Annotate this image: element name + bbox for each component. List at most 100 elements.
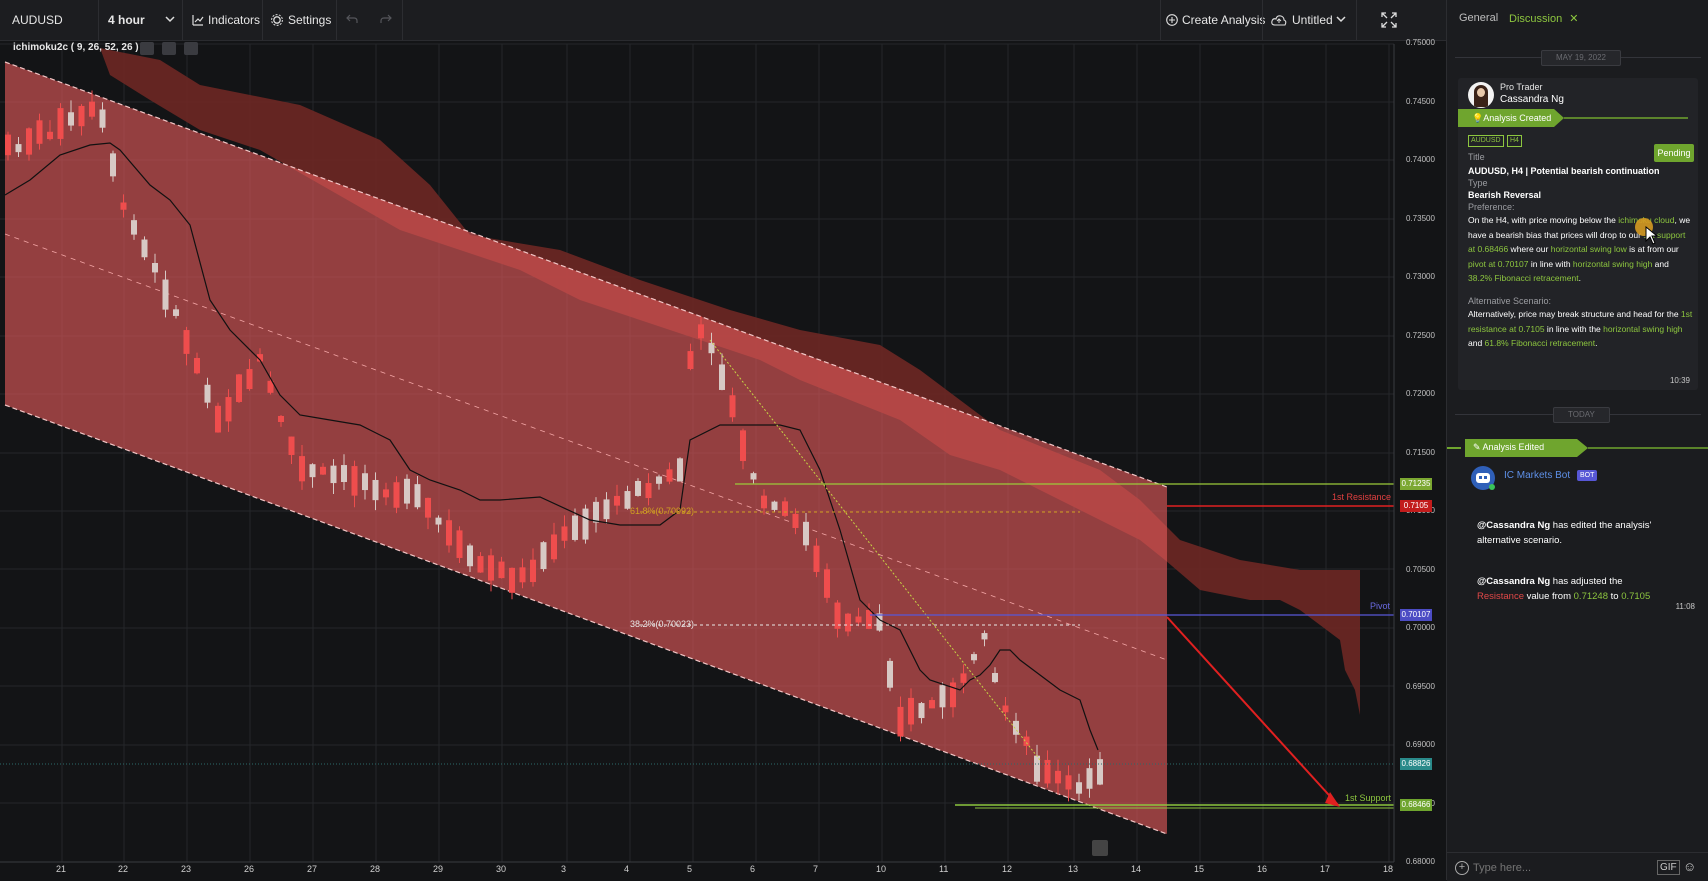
alternative-text: Alternatively, price may break structure…: [1468, 309, 1693, 348]
indicators-button[interactable]: Indicators: [208, 8, 260, 32]
price-tick-label: 0.72500: [1406, 330, 1435, 340]
indicator-label[interactable]: ichimoku2c ( 9, 26, 52, 26 ): [13, 42, 139, 53]
candle-body: [120, 202, 127, 210]
candle-body: [299, 456, 305, 482]
discussion-panel: General Discussion ✕ MAY 19, 2022 Pro Tr…: [1446, 0, 1708, 881]
analysis-card: Pro Trader Cassandra Ng 💡Analysis Create…: [1458, 78, 1698, 390]
candle-body: [225, 397, 232, 422]
divider: [1262, 0, 1263, 40]
price-tick-label: 0.69500: [1406, 681, 1435, 691]
trash-icon[interactable]: [184, 42, 198, 55]
time-tick-label: 15: [1194, 864, 1205, 874]
redo-icon[interactable]: [380, 14, 392, 24]
gear-icon[interactable]: [162, 42, 176, 55]
type-label: Type: [1468, 178, 1488, 188]
candle-body: [68, 112, 74, 126]
price-chart[interactable]: [0, 40, 1446, 880]
undo-icon[interactable]: [346, 14, 358, 24]
candle-body: [824, 569, 830, 598]
timeframe-badge: H4: [1507, 135, 1522, 147]
candle-body: [981, 633, 988, 640]
panel-tabs: General Discussion ✕: [1447, 0, 1708, 40]
candle-body: [561, 526, 568, 541]
candle-body: [845, 613, 851, 632]
time-tick-label: 16: [1257, 864, 1268, 874]
analysis-edited-label: ✎ Analysis Edited: [1473, 442, 1545, 452]
candle-body: [918, 703, 925, 719]
message-input[interactable]: [1471, 857, 1655, 879]
candle-body: [635, 481, 641, 496]
time-tick-label: 5: [687, 864, 693, 874]
plus-circle-icon: [1166, 14, 1178, 26]
time-tick-label: 11: [939, 864, 949, 874]
fullscreen-icon[interactable]: [1381, 12, 1397, 28]
layout-name-selector[interactable]: Untitled: [1292, 8, 1333, 32]
candle-body: [1044, 759, 1051, 784]
time-tick-label: 28: [370, 864, 381, 874]
settings-button[interactable]: Settings: [288, 8, 331, 32]
candle-body: [624, 491, 631, 509]
candle-body: [309, 464, 316, 478]
message-time: 10:39: [1669, 376, 1690, 385]
candle-body: [498, 561, 505, 579]
alternative-label: Alternative Scenario:: [1468, 296, 1552, 306]
candle-body: [404, 478, 410, 504]
candle-body: [834, 602, 841, 629]
candle-body: [278, 415, 284, 423]
candle-body: [215, 405, 221, 433]
lightbulb-icon[interactable]: [1092, 840, 1108, 856]
candle-body: [866, 609, 872, 629]
candle-body: [320, 466, 326, 475]
chevron-down-icon[interactable]: [165, 16, 175, 24]
candle-body: [572, 515, 578, 540]
price-tag-resistance: 0.7105: [1400, 500, 1432, 512]
candle-body: [246, 369, 253, 390]
candle-body: [183, 330, 190, 354]
candle-body: [477, 556, 484, 573]
candle-body: [15, 144, 22, 153]
candle-body: [897, 706, 904, 737]
timeframe-selector[interactable]: 4 hour: [108, 8, 145, 32]
tab-discussion[interactable]: Discussion ✕: [1509, 12, 1578, 25]
tab-general[interactable]: General: [1459, 12, 1499, 24]
candle-body: [887, 660, 893, 688]
price-tick-label: 0.74000: [1406, 155, 1435, 164]
candle-body: [330, 465, 337, 484]
price-tick-label: 0.70500: [1406, 564, 1435, 574]
candle-body: [666, 469, 673, 482]
create-analysis-label: Create Analysis: [1182, 13, 1266, 27]
close-icon[interactable]: ✕: [1569, 13, 1579, 25]
fib-trendline: [709, 339, 1041, 761]
candle-body: [782, 501, 788, 516]
candle-body: [540, 542, 547, 570]
candle-body: [813, 545, 820, 572]
emoji-icon[interactable]: ☺: [1683, 859, 1697, 874]
time-tick-label: 18: [1383, 864, 1394, 874]
candle-body: [341, 465, 347, 483]
pivot-label: Pivot: [1370, 601, 1391, 611]
candle-body: [530, 559, 536, 583]
candle-body: [971, 654, 977, 661]
divider: [182, 0, 183, 40]
price-tick-label: 0.71500: [1406, 447, 1435, 457]
create-analysis-button[interactable]: Create Analysis: [1182, 8, 1265, 32]
title-label: Title: [1468, 152, 1485, 162]
candle-body: [855, 616, 862, 623]
cloud-upload-icon: [1271, 15, 1287, 26]
candle-body: [645, 483, 652, 499]
arrowhead-icon: [1325, 792, 1340, 807]
analysis-created-label: 💡Analysis Created: [1472, 113, 1552, 123]
eye-icon[interactable]: [140, 42, 154, 55]
symbol-selector[interactable]: AUDUSD: [12, 8, 63, 32]
symbol-label: AUDUSD: [12, 13, 63, 27]
chevron-down-icon[interactable]: [1336, 16, 1346, 24]
price-tick-label: 0.68000: [1406, 857, 1435, 866]
gif-button[interactable]: GIF: [1657, 860, 1680, 875]
candle-body: [78, 105, 85, 127]
candle-body: [383, 489, 389, 498]
plus-icon[interactable]: +: [1455, 861, 1469, 875]
candle-body: [792, 513, 799, 528]
candle-body: [950, 682, 956, 708]
status-badge: Pending: [1654, 144, 1694, 162]
bot-message-1: @Cassandra Ng has edited the analysis' a…: [1477, 520, 1652, 546]
